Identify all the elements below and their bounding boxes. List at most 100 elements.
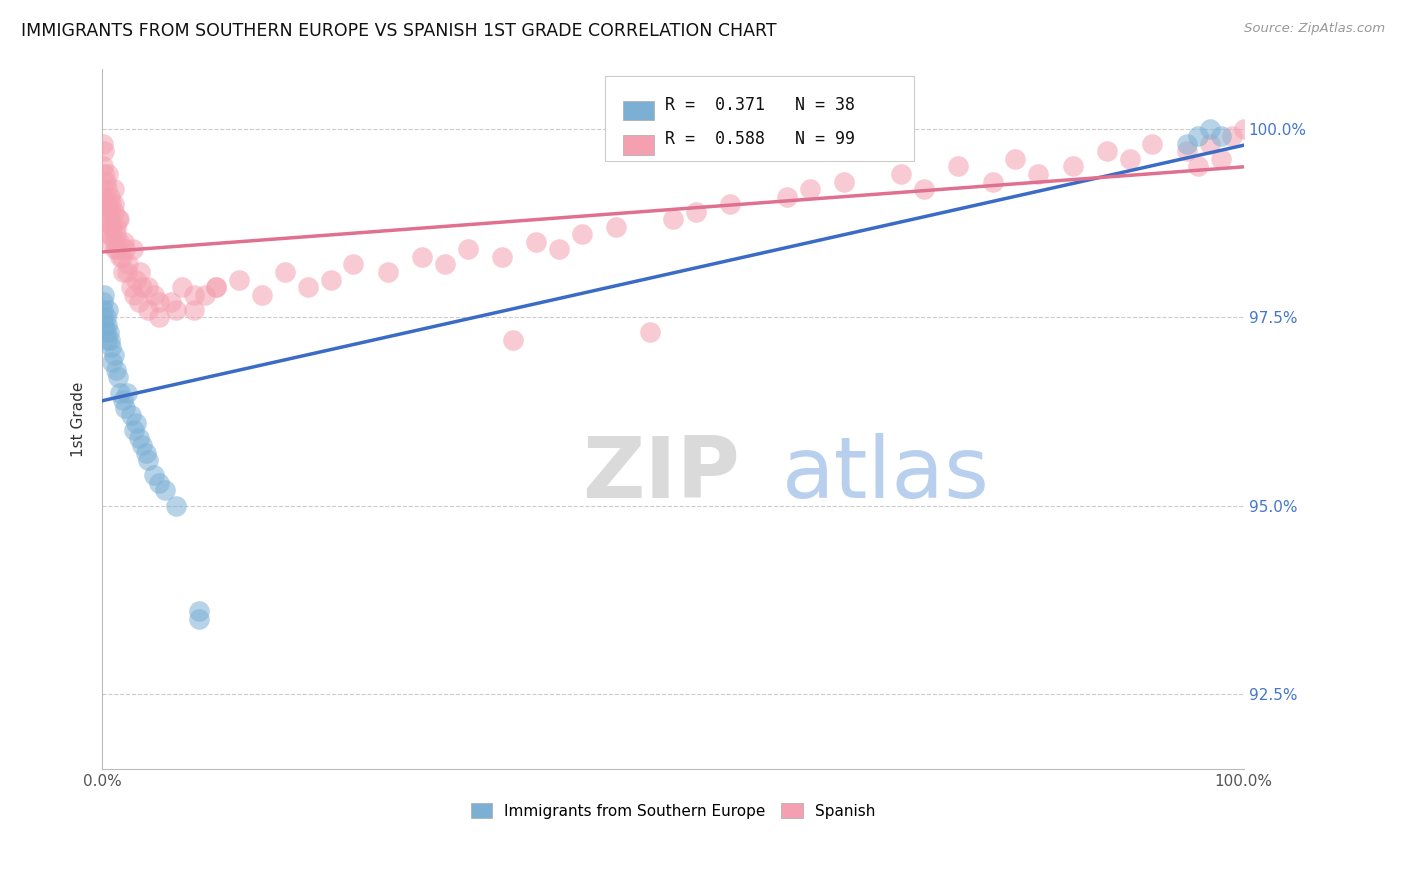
- Point: [912, 182, 935, 196]
- Point: [108, 212, 131, 227]
- Point: [111, 265, 134, 279]
- Point: [128, 431, 150, 445]
- Point: [297, 280, 319, 294]
- Point: [96, 318, 118, 332]
- Point: [93, 189, 115, 203]
- Point: [1175, 145, 1198, 159]
- Point: [165, 302, 187, 317]
- Point: [104, 243, 127, 257]
- Point: [117, 265, 139, 279]
- Point: [103, 204, 125, 219]
- Point: [125, 272, 148, 286]
- Point: [94, 325, 117, 339]
- Point: [1118, 152, 1140, 166]
- Point: [799, 182, 821, 196]
- Point: [110, 250, 132, 264]
- Point: [571, 227, 593, 242]
- Point: [1222, 129, 1244, 144]
- Point: [104, 235, 127, 249]
- Point: [117, 385, 139, 400]
- Point: [433, 257, 456, 271]
- Point: [94, 175, 117, 189]
- Point: [1209, 129, 1232, 144]
- Point: [104, 219, 127, 234]
- Point: [981, 175, 1004, 189]
- Point: [136, 302, 159, 317]
- Point: [93, 318, 115, 332]
- Point: [718, 197, 741, 211]
- Point: [101, 219, 124, 234]
- Point: [153, 483, 176, 498]
- Point: [97, 227, 120, 242]
- Point: [776, 189, 799, 203]
- Point: [1187, 160, 1209, 174]
- Text: R =  0.371   N = 38: R = 0.371 N = 38: [665, 95, 855, 113]
- Point: [122, 243, 145, 257]
- Point: [228, 272, 250, 286]
- Point: [491, 250, 513, 264]
- Text: atlas: atlas: [782, 434, 990, 516]
- Point: [94, 310, 117, 325]
- Point: [93, 145, 115, 159]
- Point: [183, 287, 205, 301]
- Point: [120, 408, 142, 422]
- Point: [128, 295, 150, 310]
- Point: [148, 475, 170, 490]
- Point: [136, 453, 159, 467]
- Point: [125, 416, 148, 430]
- Point: [101, 219, 124, 234]
- Point: [1198, 136, 1220, 151]
- Point: [377, 265, 399, 279]
- Point: [1142, 136, 1164, 151]
- Point: [250, 287, 273, 301]
- Point: [148, 295, 170, 310]
- Text: Source: ZipAtlas.com: Source: ZipAtlas.com: [1244, 22, 1385, 36]
- Point: [502, 333, 524, 347]
- Point: [107, 370, 129, 384]
- Point: [112, 235, 135, 249]
- Point: [93, 287, 115, 301]
- Point: [96, 204, 118, 219]
- Point: [183, 302, 205, 317]
- Point: [136, 280, 159, 294]
- Point: [1209, 152, 1232, 166]
- Point: [98, 189, 121, 203]
- Point: [832, 175, 855, 189]
- Point: [97, 197, 120, 211]
- Text: IMMIGRANTS FROM SOUTHERN EUROPE VS SPANISH 1ST GRADE CORRELATION CHART: IMMIGRANTS FROM SOUTHERN EUROPE VS SPANI…: [21, 22, 776, 40]
- Point: [411, 250, 433, 264]
- Point: [1095, 145, 1118, 159]
- Point: [131, 280, 153, 294]
- Legend: Immigrants from Southern Europe, Spanish: Immigrants from Southern Europe, Spanish: [465, 797, 882, 825]
- Point: [122, 423, 145, 437]
- Point: [111, 393, 134, 408]
- Point: [122, 287, 145, 301]
- Point: [685, 204, 707, 219]
- Point: [342, 257, 364, 271]
- Point: [97, 167, 120, 181]
- Point: [319, 272, 342, 286]
- Point: [131, 438, 153, 452]
- Point: [457, 243, 479, 257]
- Point: [205, 280, 228, 294]
- Point: [1175, 136, 1198, 151]
- Point: [662, 212, 685, 227]
- Point: [104, 227, 127, 242]
- Point: [103, 348, 125, 362]
- Point: [605, 219, 627, 234]
- Point: [128, 265, 150, 279]
- Point: [117, 257, 139, 271]
- Point: [98, 204, 121, 219]
- Point: [274, 265, 297, 279]
- Point: [93, 310, 115, 325]
- Point: [100, 340, 122, 354]
- Point: [93, 160, 115, 174]
- Point: [93, 302, 115, 317]
- Point: [110, 385, 132, 400]
- Point: [148, 310, 170, 325]
- Point: [98, 227, 121, 242]
- Point: [98, 212, 121, 227]
- Point: [165, 499, 187, 513]
- Point: [94, 197, 117, 211]
- Point: [948, 160, 970, 174]
